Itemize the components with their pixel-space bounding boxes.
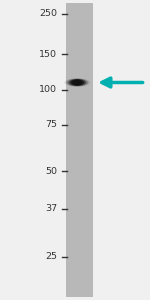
Text: 150: 150 — [39, 50, 57, 58]
Text: 50: 50 — [45, 167, 57, 176]
Text: 75: 75 — [45, 120, 57, 129]
Ellipse shape — [70, 79, 84, 86]
Text: 37: 37 — [45, 204, 57, 213]
Bar — [66, 3, 93, 297]
Ellipse shape — [64, 78, 90, 87]
Ellipse shape — [66, 79, 88, 86]
Text: 100: 100 — [39, 85, 57, 94]
Ellipse shape — [68, 79, 86, 86]
Text: 25: 25 — [45, 252, 57, 261]
Ellipse shape — [72, 80, 82, 85]
Text: 250: 250 — [39, 9, 57, 18]
